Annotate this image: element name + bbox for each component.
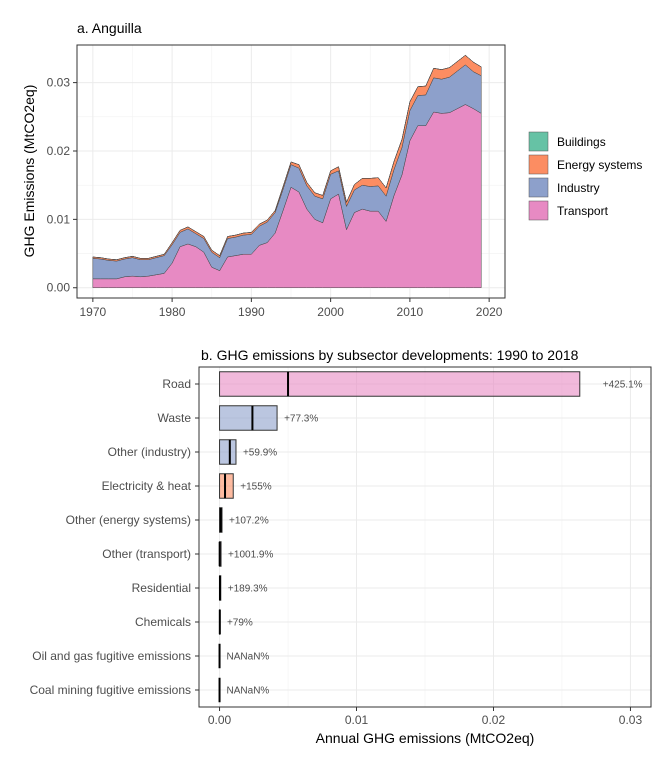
panel-b-ticks: Road Waste Other (industry) Electricity & h…	[30, 377, 643, 727]
legend-label: Transport	[557, 204, 609, 218]
panel-b: b. GHG emissions by subsector developmen…	[30, 347, 652, 746]
legend-swatch-industry	[528, 177, 549, 198]
y-tick-label: 0.02	[47, 144, 71, 158]
category-label: Road	[162, 377, 191, 391]
bar	[219, 439, 237, 465]
x-tick-label: 0.00	[208, 713, 232, 727]
legend-label: Energy systems	[557, 158, 642, 172]
category-label: Oil and gas fugitive emissions	[32, 649, 191, 663]
category-label: Chemicals	[135, 615, 191, 629]
panel-a-plot-border	[76, 44, 506, 299]
legend-swatch-energy-systems	[528, 154, 549, 175]
bar	[219, 405, 278, 431]
panel-a-legend: Buildings Energy systems Industry Transport	[528, 131, 642, 221]
x-tick-label: 0.03	[619, 713, 643, 727]
x-tick-label: 0.02	[482, 713, 506, 727]
x-tick-label: 1980	[159, 305, 186, 319]
bar-change-label: +77.3%	[284, 414, 318, 425]
bar-change-label: +189.3%	[228, 584, 268, 595]
category-label: Other (transport)	[102, 547, 191, 561]
bar-change-label: NANaN%	[227, 686, 270, 697]
legend-label: Industry	[557, 181, 600, 195]
bar-change-label: +59.9%	[243, 448, 277, 459]
bar-change-label: +107.2%	[229, 516, 269, 527]
bar	[219, 371, 581, 397]
panel-a-title: a. Anguilla	[77, 20, 142, 36]
bar-change-label: +79%	[227, 618, 253, 629]
x-tick-label: 0.01	[345, 713, 369, 727]
y-tick-label: 0.01	[47, 212, 71, 226]
bar-change-label: +1001.9%	[228, 550, 273, 561]
panel-a-y-axis-label: GHG Emissions (MtCO2eq)	[21, 85, 37, 258]
panel-a: a. Anguilla 1970 1980 1990 2000 2010 2020 0.00…	[21, 20, 642, 319]
x-tick-label: 2000	[317, 305, 344, 319]
legend-swatch-buildings	[528, 131, 549, 152]
panel-b-x-axis-label: Annual GHG emissions (MtCO2eq)	[316, 730, 535, 746]
bar	[219, 473, 234, 499]
x-tick-label: 2010	[397, 305, 424, 319]
category-label: Electricity & heat	[102, 479, 192, 493]
bar-change-label: NANaN%	[227, 652, 270, 663]
category-label: Residential	[132, 581, 191, 595]
area-buildings	[92, 54, 482, 260]
category-label: Waste	[157, 411, 191, 425]
x-tick-label: 1970	[80, 305, 107, 319]
legend-label: Buildings	[557, 135, 606, 149]
panel-b-plot-border	[198, 366, 652, 708]
panel-b-title: b. GHG emissions by subsector developmen…	[201, 347, 579, 363]
category-label: Other (industry)	[108, 445, 191, 459]
panel-a-areas	[92, 54, 482, 288]
x-tick-label: 2020	[476, 305, 503, 319]
bar-change-label: +155%	[240, 482, 272, 493]
y-tick-label: 0.03	[47, 76, 71, 90]
panel-a-ticks: 1970 1980 1990 2000 2010 2020 0.00 0.01 0.02 0.03	[47, 76, 503, 319]
legend-swatch-transport	[528, 200, 549, 221]
panel-b-bars: +425.1% +77.3% +59.9% +155% +107.2% +1001.9% +…	[218, 371, 643, 703]
category-label: Other (energy systems)	[66, 513, 191, 527]
category-label: Coal mining fugitive emissions	[30, 683, 191, 697]
bar-change-label: +425.1%	[603, 380, 643, 391]
x-tick-label: 1990	[238, 305, 265, 319]
y-tick-label: 0.00	[47, 281, 71, 295]
